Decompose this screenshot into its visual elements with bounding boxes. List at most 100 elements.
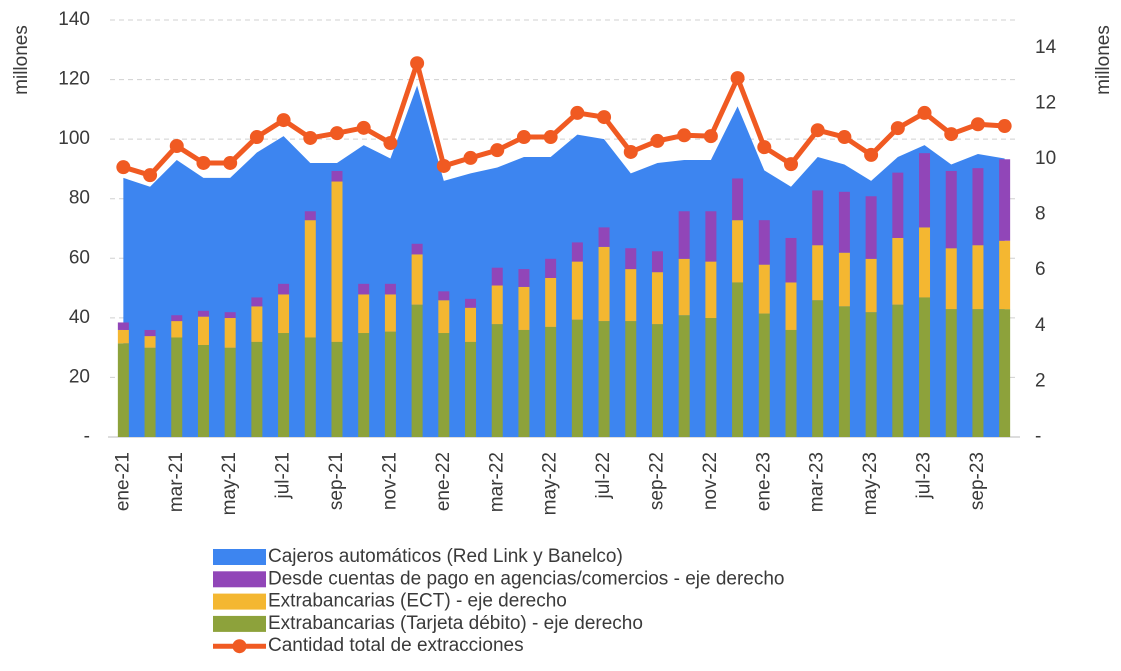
line-point [944, 127, 959, 142]
bar [411, 254, 423, 305]
bar [972, 245, 984, 310]
bar [545, 258, 557, 278]
line-point [516, 130, 531, 145]
legend-swatch [213, 615, 266, 632]
y-tick-label: 100 [58, 128, 90, 149]
bar [331, 181, 343, 342]
bar [919, 227, 931, 298]
bar [571, 319, 583, 437]
bar [972, 168, 984, 246]
line-point [890, 121, 905, 136]
bar [197, 310, 209, 317]
x-tick-label: ene-23 [753, 452, 774, 511]
bar [598, 321, 610, 437]
bar [384, 331, 396, 437]
bar [705, 261, 717, 319]
bar [892, 172, 904, 238]
bar [838, 306, 850, 437]
line [122, 60, 1005, 178]
y-tick-label: 60 [69, 247, 90, 268]
bar [651, 251, 663, 273]
y2-tick-label: 12 [1035, 92, 1056, 113]
y-tick-label: - [84, 426, 90, 447]
line-point [276, 113, 291, 128]
bar [999, 159, 1011, 241]
line-point [463, 150, 478, 165]
line-point [223, 155, 238, 170]
bar [758, 220, 770, 265]
bar [251, 341, 263, 437]
bar [625, 269, 637, 322]
bar [812, 245, 824, 301]
y2-axis-label: millones [1093, 25, 1114, 95]
legend-label: Extrabancarias (ECT) - eje derecho [268, 591, 567, 612]
bar [171, 337, 183, 437]
bar [732, 282, 744, 437]
line-point [383, 136, 398, 151]
line-point [116, 160, 131, 175]
bar [171, 315, 183, 322]
bar [278, 333, 290, 437]
bar [758, 313, 770, 437]
bar [678, 258, 690, 316]
line-point [730, 71, 745, 86]
bar [865, 312, 877, 437]
y-tick-label: 40 [69, 307, 90, 328]
bar [865, 196, 877, 259]
bar [945, 309, 957, 437]
bar [251, 297, 263, 307]
bar [625, 248, 637, 270]
bar [331, 170, 343, 182]
line-point [703, 129, 718, 144]
bar [171, 321, 183, 338]
line-point [410, 56, 425, 71]
line-point [490, 143, 505, 158]
line-point [169, 138, 184, 153]
bar [304, 220, 316, 338]
line-point [196, 155, 211, 170]
bar [785, 237, 797, 283]
x-tick-label: nov-21 [379, 452, 400, 510]
y2-tick-label: 8 [1035, 204, 1046, 225]
y-axis-label: millones [11, 25, 32, 95]
y-tick-label: 20 [69, 366, 90, 387]
x-tick-label: nov-22 [700, 452, 721, 510]
y2-tick-label: 2 [1035, 370, 1046, 391]
bar [598, 227, 610, 247]
bar [278, 294, 290, 334]
bar [491, 285, 503, 325]
bar [972, 309, 984, 437]
area [123, 85, 1005, 438]
bar [571, 242, 583, 262]
bar [571, 261, 583, 320]
x-tick-label: may-21 [219, 452, 240, 515]
bar [438, 291, 450, 301]
line-point [757, 140, 772, 155]
bar [732, 178, 744, 221]
bar [438, 300, 450, 334]
x-tick-label: sep-23 [967, 452, 988, 510]
bar [705, 318, 717, 437]
x-tick-label: may-23 [860, 452, 881, 515]
line-point [970, 117, 985, 132]
bar [491, 267, 503, 286]
legend-label: Cajeros automáticos (Red Link y Banelco) [268, 546, 623, 567]
bar [892, 304, 904, 437]
bar [705, 211, 717, 262]
x-tick-label: mar-21 [166, 452, 187, 512]
bar [545, 326, 557, 437]
bar [678, 315, 690, 437]
bar [384, 283, 396, 295]
line-point [303, 130, 318, 145]
bar [384, 294, 396, 332]
bar [197, 344, 209, 437]
bar [197, 316, 209, 345]
bar [892, 237, 904, 305]
x-tick-label: sep-21 [326, 452, 347, 510]
bar [919, 153, 931, 228]
line-point [810, 123, 825, 138]
plot [116, 56, 1012, 438]
bar [945, 248, 957, 310]
bar [812, 300, 824, 437]
